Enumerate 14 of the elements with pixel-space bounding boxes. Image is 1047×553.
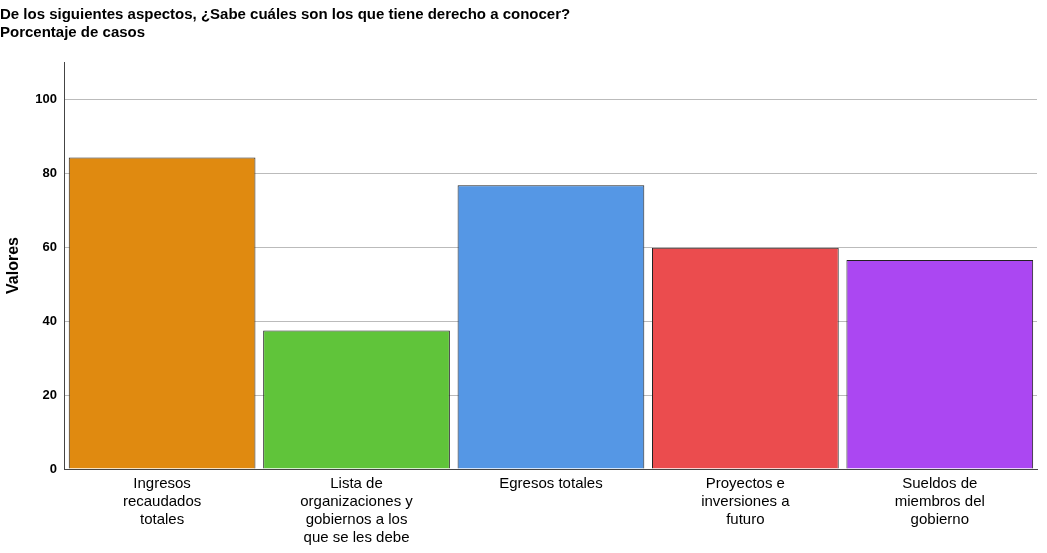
y-tick-label: 0 bbox=[49, 460, 57, 476]
y-tick-label: 20 bbox=[42, 386, 57, 402]
x-tick-label: Sueldos de miembros del gobierno bbox=[894, 474, 985, 528]
chart-title: De los siguientes aspectos, ¿Sabe cuáles son los que tiene derecho a conocer? bbox=[0, 5, 571, 23]
y-tick-label: 100 bbox=[35, 90, 57, 106]
y-axis-title: Valores bbox=[4, 236, 22, 294]
x-tick-label: Egresos totales bbox=[499, 474, 603, 492]
y-tick-label: 80 bbox=[42, 164, 57, 180]
x-tick-label: Lista de organizaciones y gobiernos a los que se les debe bbox=[300, 474, 414, 546]
y-tick-label: 40 bbox=[42, 312, 57, 328]
x-tick-label: Ingresos recaudados totales bbox=[122, 474, 202, 528]
x-tick-label: Proyectos e inversiones a futuro bbox=[701, 474, 791, 528]
y-tick-label: 60 bbox=[42, 238, 57, 254]
chart-subtitle: Porcentaje de casos bbox=[0, 23, 146, 41]
